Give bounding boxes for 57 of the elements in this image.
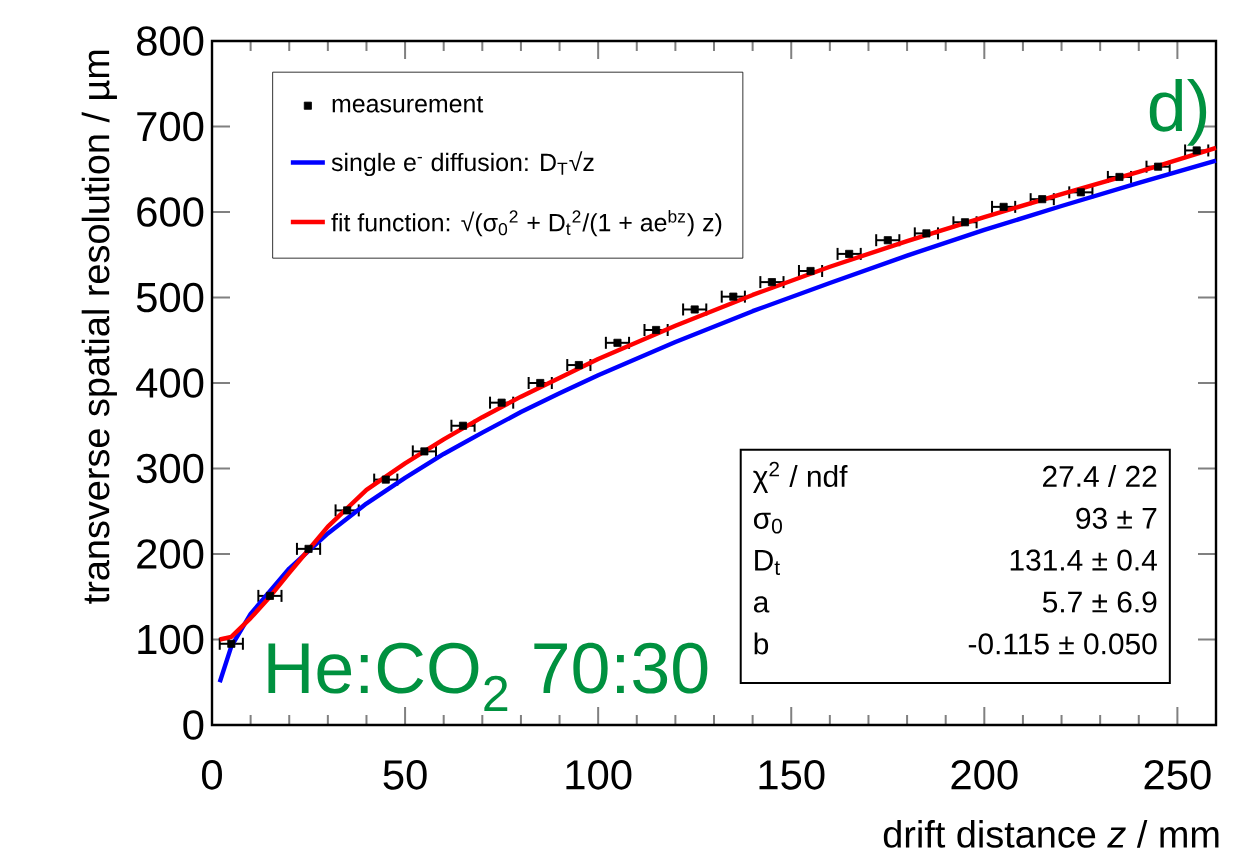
point xyxy=(922,229,931,238)
point xyxy=(536,378,545,387)
point xyxy=(613,338,622,347)
point xyxy=(381,475,390,484)
point xyxy=(420,447,429,456)
point xyxy=(1076,188,1085,197)
point xyxy=(304,544,313,553)
x-tick-label: 100 xyxy=(566,759,632,790)
y-tick-label: 600 xyxy=(137,196,204,227)
point xyxy=(961,218,969,227)
point xyxy=(999,202,1008,211)
annotation: a xyxy=(754,596,770,613)
y-tick-label: 100 xyxy=(138,624,204,655)
point xyxy=(806,266,815,275)
text: fit function: √(σ$_{0}$$^{2}$ + D$_{t}$$^{2}$/(1 + ae$^{bz}$) z) xyxy=(331,209,722,237)
point xyxy=(729,292,738,301)
point xyxy=(227,639,236,648)
annotation: d) xyxy=(1149,78,1207,146)
point xyxy=(1115,172,1124,181)
point xyxy=(767,277,776,286)
legend-label: single e$^{-}$ diffusion: D$_{T}$√z xyxy=(331,151,594,176)
y-tick-label: 200 xyxy=(137,538,204,569)
y-tick-label: 300 xyxy=(136,453,204,484)
annotation: -0.115 ± 0.050 xyxy=(968,633,1157,655)
y-tick-label: 400 xyxy=(136,367,204,398)
x-tick-label: 250 xyxy=(1144,759,1211,790)
point xyxy=(1038,194,1047,203)
annotation: 27.4 / 22 xyxy=(1042,464,1157,487)
x-tick-label: 50 xyxy=(383,759,427,790)
annotation: 93 ± 7 xyxy=(1076,507,1157,529)
point xyxy=(265,591,274,600)
x-tick-label: 200 xyxy=(951,759,1018,790)
annotation: 131.4 ± 0.4 xyxy=(1010,549,1157,571)
point xyxy=(652,325,661,334)
y-tick-label: 700 xyxy=(137,111,204,142)
y-tick-label: 0 xyxy=(183,709,204,740)
point xyxy=(343,506,352,515)
point xyxy=(1192,146,1201,155)
point xyxy=(690,305,699,314)
point xyxy=(497,398,506,407)
annotation: χ$^{2}$ / ndf xyxy=(753,461,848,493)
y-axis-title: transverse spatial resolution / µm xyxy=(81,50,117,604)
annotation: D$_{t}$ xyxy=(755,549,780,575)
annotation: b xyxy=(754,632,769,655)
point xyxy=(574,360,583,369)
point xyxy=(1154,162,1163,171)
point xyxy=(459,421,467,430)
legend-label: measurement xyxy=(332,95,484,113)
point xyxy=(883,235,892,244)
annotation: σ$_{0}$ xyxy=(753,512,782,534)
annotation: He:CO$_{2}$ 70:30 xyxy=(268,642,708,711)
x-tick-label: 150 xyxy=(759,759,825,790)
annotation: 5.7 ± 6.9 xyxy=(1042,591,1157,613)
y-tick-label: 800 xyxy=(136,25,204,56)
x-axis-title: drift distance z / mm xyxy=(883,819,1219,848)
y-tick-label: 500 xyxy=(136,282,204,313)
point xyxy=(845,249,854,258)
